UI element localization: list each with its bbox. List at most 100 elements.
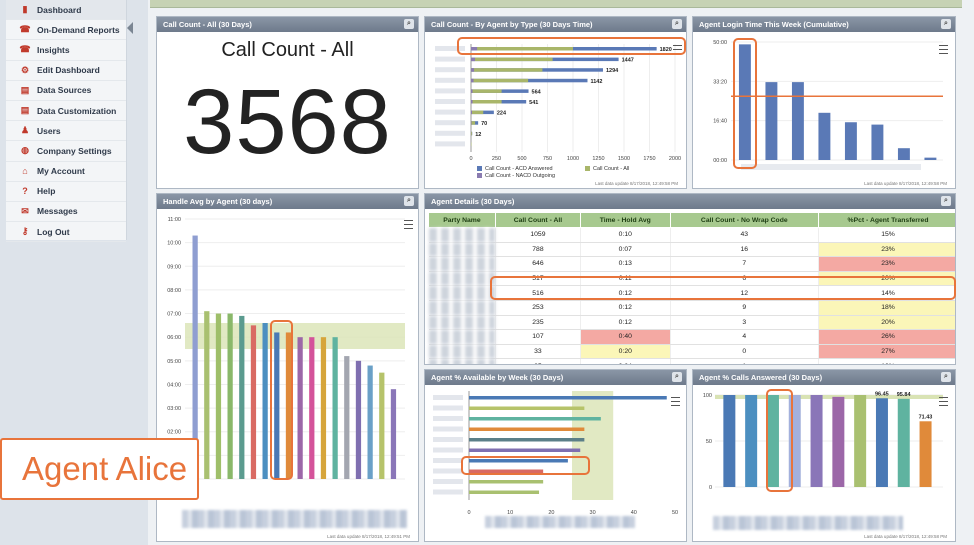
table-cell: 0:13	[580, 256, 671, 272]
column-header[interactable]: Call Count - No Wrap Code	[669, 212, 820, 228]
y-tick-label: 16:40	[713, 119, 727, 125]
chart-by-agent-type: 0 250 500 750 1000 1250 1500 1750 20001820144712…	[435, 44, 681, 179]
sidebar-item-label: Data Sources	[37, 85, 92, 96]
bar	[788, 395, 801, 487]
users-icon: ♟	[20, 125, 30, 136]
sidebar-item-label: On-Demand Reports	[37, 24, 120, 35]
zoom-icon[interactable]: ⌕	[941, 372, 951, 382]
highlight-answered-bar	[766, 389, 793, 492]
bar	[390, 389, 397, 479]
last-update: Last data update 8/17/2018, 12:49:58 PM	[864, 181, 947, 186]
table-row[interactable]: 235 0:12 3 20%	[428, 315, 955, 331]
data-label: 1447	[622, 58, 634, 64]
bar-call-count-all	[471, 57, 553, 62]
data-label: 1294	[606, 68, 619, 74]
bar-nacd-outgoing	[471, 121, 472, 125]
sidebar-item-label: Data Customization	[37, 105, 117, 116]
party-name-cell-redacted	[428, 227, 496, 243]
table-row[interactable]: 107 0:40 4 26%	[428, 329, 955, 345]
zoom-icon[interactable]: ⌕	[672, 372, 682, 382]
table-cell: 0:12	[580, 300, 671, 316]
redacted-agent-label	[433, 458, 463, 463]
sidebar-item-on-demand-reports[interactable]: ☎ On-Demand Reports	[6, 20, 126, 41]
menu-icon[interactable]	[939, 397, 948, 406]
sidebar-item-edit-dashboard[interactable]: ⚙ Edit Dashboard	[6, 61, 126, 81]
sidebar-collapse-arrow-icon[interactable]	[127, 22, 133, 34]
highlight-handle-bar	[270, 320, 293, 480]
zoom-icon[interactable]: ⌕	[404, 19, 414, 29]
blurred-legend	[713, 516, 903, 530]
agent-callout: Agent Alice	[0, 438, 199, 500]
highlight-agent-type-row	[457, 37, 686, 55]
bar	[469, 448, 581, 452]
table-row[interactable]: 253 0:12 9 18%	[428, 300, 955, 316]
key-icon: ⚷	[21, 226, 29, 237]
table-cell: 788	[495, 242, 582, 258]
sidebar-item-insights[interactable]: ☎ Insights	[6, 40, 126, 61]
panel-title: Agent Login Time This Week (Cumulative)	[699, 20, 849, 29]
zoom-icon[interactable]: ⌕	[672, 19, 682, 29]
x-tick-label: 50	[672, 510, 678, 516]
redacted-agent-label	[435, 88, 465, 94]
table-cell: 0:12	[580, 315, 671, 331]
table-row[interactable]: 516 0:12 12 14%	[428, 285, 955, 301]
redacted-agent-label	[435, 77, 465, 83]
menu-icon[interactable]	[404, 220, 413, 229]
sidebar-item-help[interactable]: ? Help	[6, 182, 126, 202]
y-tick-label: 10:00	[167, 241, 181, 247]
redacted-agent-label	[435, 46, 465, 51]
table-row[interactable]: 788 0:07 16 23%	[428, 242, 955, 258]
table-row[interactable]: 517 0:11 6 20%	[428, 271, 955, 287]
highlight-available-bar	[461, 456, 590, 475]
panel-agent-login-time: Agent Login Time This Week (Cumulative) ⌕…	[692, 16, 956, 189]
table-cell: 20%	[818, 271, 955, 287]
sidebar-item-users[interactable]: ♟ Users	[6, 121, 126, 142]
column-header[interactable]: %Pct - Agent Transferred	[818, 212, 955, 228]
bar-call-count-all	[471, 68, 543, 72]
table-cell: 27%	[818, 344, 955, 360]
table-row[interactable]: 250:04112%	[428, 358, 955, 364]
menu-icon[interactable]	[671, 397, 680, 406]
table-row[interactable]: 33 0:20 0 27%	[428, 344, 955, 360]
column-header[interactable]: Time - Hold Avg	[580, 212, 671, 228]
panel-agent-details: Agent Details (30 Days) ⌕ Party Name Call …	[424, 193, 956, 365]
legend-swatch	[477, 173, 482, 178]
sidebar-item-my-account[interactable]: ⌂ My Account	[6, 162, 126, 182]
zoom-icon[interactable]: ⌕	[941, 19, 951, 29]
headset-icon: ☎	[19, 24, 31, 35]
table-cell: 517	[495, 271, 582, 287]
y-tick-label: 100	[703, 393, 712, 399]
bar	[832, 396, 845, 487]
bar	[919, 421, 932, 487]
table-cell: 9	[670, 300, 820, 316]
bar-nacd-outgoing	[471, 68, 475, 72]
bar	[367, 365, 373, 479]
table-cell: 1	[670, 358, 820, 364]
table-row[interactable]: 646 0:13 7 23%	[428, 256, 955, 272]
sidebar-item-messages[interactable]: ✉ Messages	[6, 202, 126, 223]
table-cell: 0:10	[580, 227, 671, 243]
menu-icon[interactable]	[939, 45, 948, 54]
zoom-icon[interactable]: ⌕	[404, 196, 414, 206]
x-tick-label: 1750	[643, 156, 655, 162]
sidebar-item-data-customization[interactable]: ▤ Data Customization	[6, 101, 126, 122]
bar-call-count-all	[471, 100, 502, 104]
sidebar-item-dashboard[interactable]: ▮ Dashboard	[6, 0, 126, 21]
column-header[interactable]: Party Name	[428, 212, 496, 228]
dashboard-area: Call Count - All (30 Days) ⌕ Call Count -…	[148, 0, 974, 545]
column-header[interactable]: Call Count - All	[494, 212, 582, 228]
bar	[469, 438, 585, 442]
bar	[844, 122, 857, 160]
sidebar-item-log-out[interactable]: ⚷ Log Out	[6, 222, 126, 243]
zoom-icon[interactable]: ⌕	[941, 196, 951, 206]
bar-acd-answered	[471, 78, 588, 83]
redacted-agent-label	[433, 426, 463, 432]
sidebar-item-company-settings[interactable]: ◍ Company Settings	[6, 141, 126, 162]
panel-call-count-all: Call Count - All (30 Days) ⌕ Call Count -…	[156, 16, 419, 189]
panel-header: Handle Avg by Agent (30 days) ⌕	[157, 194, 418, 209]
chart-handle-avg: 00:0001:0002:0003:0004:0005:0006:0007:00…	[167, 217, 405, 483]
table-row[interactable]: 1059 0:10 43 15%	[428, 227, 955, 243]
y-tick-label: 05:00	[167, 359, 181, 365]
sidebar-item-data-sources[interactable]: ▤ Data Sources	[6, 81, 126, 101]
gears-icon: ⚙	[20, 64, 30, 75]
